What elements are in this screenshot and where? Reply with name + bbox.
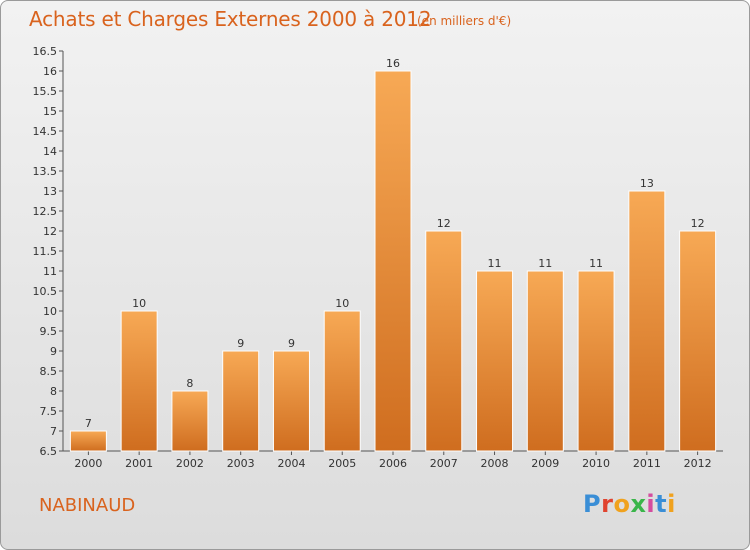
bar-value-label: 9: [237, 337, 244, 350]
x-tick-label: 2008: [481, 457, 509, 470]
y-tick-label: 13.5: [33, 165, 58, 178]
bar-value-label: 9: [288, 337, 295, 350]
bar-value-label: 7: [85, 417, 92, 430]
bar-value-label: 16: [386, 57, 400, 70]
bar: [628, 190, 666, 452]
y-tick-label: 7.5: [40, 405, 58, 418]
proxiti-logo: Proxiti: [583, 490, 676, 518]
bar-value-label: 13: [640, 177, 654, 190]
bar-value-label: 11: [538, 257, 552, 270]
bar: [679, 230, 717, 452]
bar: [222, 350, 260, 452]
x-tick-label: 2009: [531, 457, 559, 470]
y-tick-label: 15: [43, 105, 57, 118]
bar-value-label: 10: [132, 297, 146, 310]
x-tick-label: 2012: [684, 457, 712, 470]
x-tick-label: 2006: [379, 457, 407, 470]
y-tick-label: 10.5: [33, 285, 58, 298]
y-tick-label: 16: [43, 65, 57, 78]
x-tick-label: 2004: [277, 457, 305, 470]
y-tick-label: 8.5: [40, 365, 58, 378]
x-tick-label: 2011: [633, 457, 661, 470]
bar-value-label: 8: [186, 377, 193, 390]
x-tick-label: 2003: [227, 457, 255, 470]
chart-title: Achats et Charges Externes 2000 à 2012: [29, 7, 432, 31]
bar: [171, 390, 209, 452]
chart-subtitle: (en milliers d'€): [417, 14, 512, 28]
y-tick-label: 12: [43, 225, 57, 238]
x-tick-label: 2001: [125, 457, 153, 470]
x-tick-label: 2005: [328, 457, 356, 470]
bar-value-label: 11: [488, 257, 502, 270]
y-tick-label: 15.5: [33, 85, 58, 98]
x-tick-label: 2010: [582, 457, 610, 470]
y-tick-label: 9.5: [40, 325, 58, 338]
bar-value-label: 12: [691, 217, 705, 230]
y-tick-label: 10: [43, 305, 57, 318]
y-tick-label: 14.5: [33, 125, 58, 138]
bar: [577, 270, 615, 452]
y-tick-label: 13: [43, 185, 57, 198]
y-tick-label: 12.5: [33, 205, 58, 218]
bar: [425, 230, 463, 452]
bar: [120, 310, 158, 452]
y-tick-label: 14: [43, 145, 57, 158]
bars: 7 10 8 9 9 10 16 12 11 11 11 13 12: [69, 57, 717, 452]
x-tick-label: 2002: [176, 457, 204, 470]
x-tick-label: 2007: [430, 457, 458, 470]
bar: [69, 430, 107, 452]
axes: 6.5 7 7.5 8 8.5 9 9.5 10 10.5 11 11.5 12 12.5 13 13.5 1…: [33, 45, 723, 470]
y-tick-label: 11.5: [33, 245, 58, 258]
bar-value-label: 11: [589, 257, 603, 270]
bar: [323, 310, 361, 452]
bar: [526, 270, 564, 452]
y-tick-label: 16.5: [33, 45, 58, 58]
bar-value-label: 10: [335, 297, 349, 310]
y-tick-label: 6.5: [40, 445, 58, 458]
bar: [272, 350, 310, 452]
bar: [374, 70, 412, 452]
y-tick-label: 8: [50, 385, 57, 398]
bar: [476, 270, 514, 452]
y-tick-label: 11: [43, 265, 57, 278]
bar-value-label: 12: [437, 217, 451, 230]
commune-name: NABINAUD: [39, 495, 136, 516]
x-tick-label: 2000: [74, 457, 102, 470]
y-tick-label: 9: [50, 345, 57, 358]
y-tick-label: 7: [50, 425, 57, 438]
